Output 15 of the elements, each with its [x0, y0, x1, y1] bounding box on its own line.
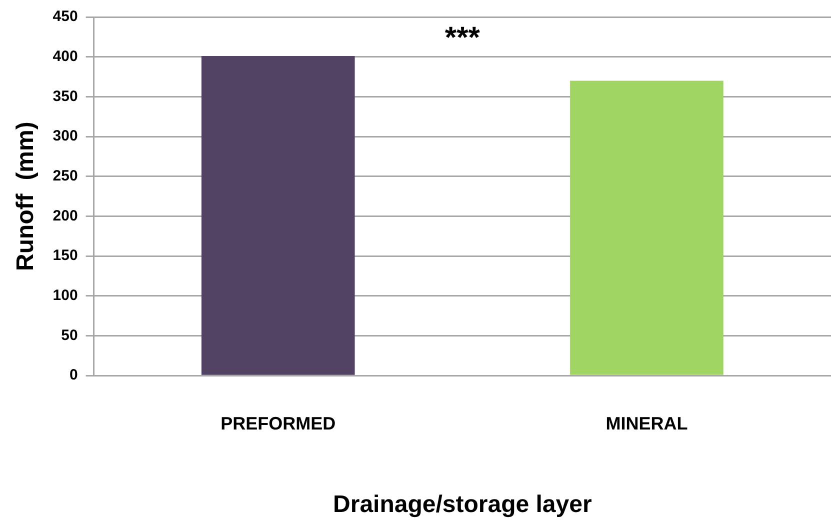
x-tick-label: PREFORMED — [220, 413, 336, 434]
y-tick-label: 400 — [52, 48, 78, 65]
y-tick-label: 50 — [61, 326, 78, 344]
y-tick-label: 300 — [52, 128, 78, 145]
y-tick-label: 200 — [52, 207, 78, 224]
y-tick-label: 250 — [52, 168, 78, 185]
y-tick-label: 100 — [52, 287, 78, 304]
y-tick-label: 0 — [69, 366, 78, 384]
annotation: *** — [444, 21, 480, 54]
x-axis-title: Drainage/storage layer — [333, 491, 592, 518]
y-axis-title: Runoff (mm) — [12, 122, 40, 271]
y-tick-label: 450 — [52, 8, 78, 26]
x-tick-label: MINERAL — [606, 413, 688, 434]
y-tick-label: 350 — [52, 88, 78, 105]
y-tick-label: 150 — [52, 247, 78, 264]
